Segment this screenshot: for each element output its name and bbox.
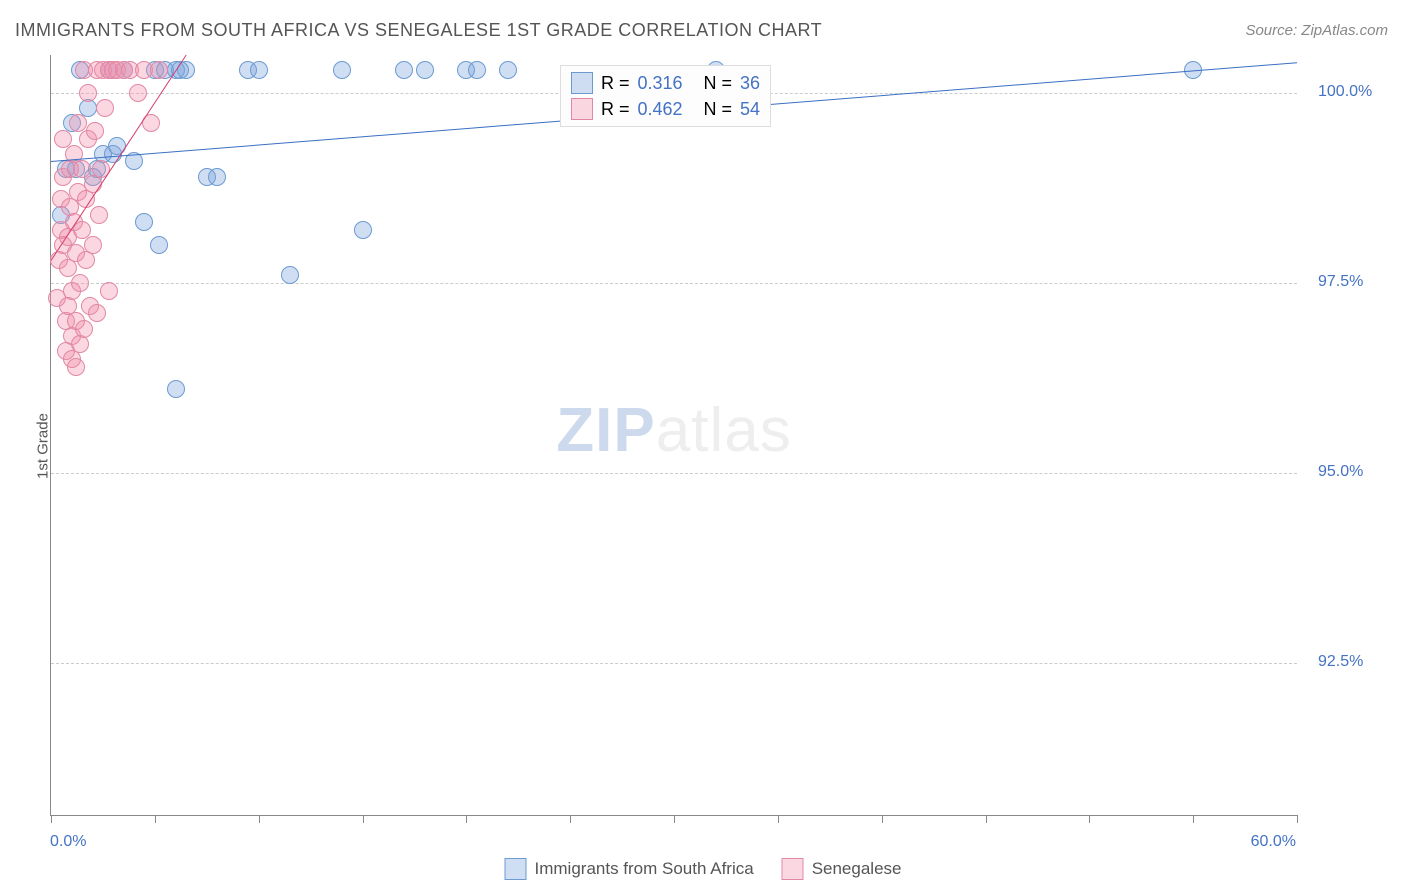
scatter-point bbox=[86, 122, 104, 140]
chart-title: IMMIGRANTS FROM SOUTH AFRICA VS SENEGALE… bbox=[15, 20, 822, 41]
xtick bbox=[674, 815, 675, 823]
scatter-point bbox=[468, 61, 486, 79]
scatter-point bbox=[96, 99, 114, 117]
legend-stats-row: R = 0.462 N = 54 bbox=[571, 96, 760, 122]
scatter-point bbox=[499, 61, 517, 79]
r-label: R = bbox=[601, 99, 630, 120]
scatter-point bbox=[416, 61, 434, 79]
ytick-label: 100.0% bbox=[1318, 83, 1372, 101]
r-value: 0.462 bbox=[638, 99, 696, 120]
legend-item-label: Immigrants from South Africa bbox=[535, 859, 754, 879]
legend-item: Immigrants from South Africa bbox=[505, 858, 754, 880]
xtick bbox=[259, 815, 260, 823]
legend-stats: R = 0.316 N = 36 R = 0.462 N = 54 bbox=[560, 65, 771, 127]
n-label: N = bbox=[704, 73, 733, 94]
legend-item: Senegalese bbox=[782, 858, 902, 880]
xtick bbox=[1193, 815, 1194, 823]
gridline-horizontal bbox=[51, 473, 1297, 474]
r-value: 0.316 bbox=[638, 73, 696, 94]
legend-swatch bbox=[571, 98, 593, 120]
scatter-point bbox=[354, 221, 372, 239]
scatter-point bbox=[90, 206, 108, 224]
scatter-point bbox=[129, 84, 147, 102]
scatter-point bbox=[333, 61, 351, 79]
xtick bbox=[1089, 815, 1090, 823]
scatter-point bbox=[75, 320, 93, 338]
n-value: 54 bbox=[740, 99, 760, 120]
watermark-zip: ZIP bbox=[556, 396, 655, 465]
watermark-atlas: atlas bbox=[656, 396, 792, 465]
y-axis-label: 1st Grade bbox=[34, 413, 51, 479]
legend-item-label: Senegalese bbox=[812, 859, 902, 879]
xtick bbox=[363, 815, 364, 823]
xtick bbox=[570, 815, 571, 823]
xtick bbox=[51, 815, 52, 823]
ytick-label: 97.5% bbox=[1318, 273, 1363, 291]
ytick-label: 95.0% bbox=[1318, 463, 1363, 481]
legend-swatch bbox=[782, 858, 804, 880]
xtick bbox=[155, 815, 156, 823]
xtick-label: 0.0% bbox=[50, 833, 86, 851]
ytick-label: 92.5% bbox=[1318, 653, 1363, 671]
legend-swatch bbox=[571, 72, 593, 94]
r-label: R = bbox=[601, 73, 630, 94]
scatter-point bbox=[71, 274, 89, 292]
plot-area: ZIPatlas bbox=[50, 55, 1297, 816]
gridline-horizontal bbox=[51, 283, 1297, 284]
gridline-horizontal bbox=[51, 663, 1297, 664]
xtick bbox=[1297, 815, 1298, 823]
n-label: N = bbox=[704, 99, 733, 120]
xtick-label: 60.0% bbox=[1251, 833, 1296, 851]
scatter-point bbox=[150, 236, 168, 254]
xtick bbox=[466, 815, 467, 823]
watermark: ZIPatlas bbox=[556, 395, 791, 466]
source-label: Source: ZipAtlas.com bbox=[1245, 22, 1388, 39]
scatter-point bbox=[167, 380, 185, 398]
n-value: 36 bbox=[740, 73, 760, 94]
legend-stats-row: R = 0.316 N = 36 bbox=[571, 70, 760, 96]
legend-swatch bbox=[505, 858, 527, 880]
xtick bbox=[986, 815, 987, 823]
scatter-point bbox=[208, 168, 226, 186]
xtick bbox=[778, 815, 779, 823]
scatter-point bbox=[84, 236, 102, 254]
scatter-point bbox=[281, 266, 299, 284]
scatter-point bbox=[108, 137, 126, 155]
scatter-point bbox=[395, 61, 413, 79]
legend-bottom: Immigrants from South Africa Senegalese bbox=[505, 858, 902, 880]
xtick bbox=[882, 815, 883, 823]
scatter-point bbox=[135, 213, 153, 231]
scatter-point bbox=[79, 84, 97, 102]
scatter-point bbox=[100, 282, 118, 300]
scatter-point bbox=[88, 304, 106, 322]
scatter-point bbox=[250, 61, 268, 79]
scatter-point bbox=[67, 358, 85, 376]
